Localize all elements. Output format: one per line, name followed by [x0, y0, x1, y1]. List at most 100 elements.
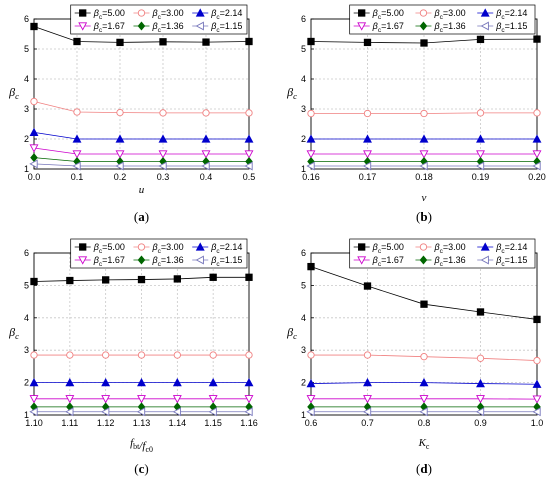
data-point [245, 109, 253, 117]
data-point [29, 407, 38, 417]
legend-marker [419, 9, 428, 17]
data-point [532, 150, 542, 159]
legend: βc=5.00 βc=3.00 βc=2.14 βc=1.67 βc=1.36 βc=1.… [70, 4, 248, 35]
data-point [208, 407, 217, 417]
data-point [65, 407, 74, 417]
legend: βc=5.00 βc=3.00 βc=2.14 βc=1.67 βc=1.36 βc=1.… [349, 238, 536, 269]
legend-marker [480, 242, 490, 251]
series-6 [29, 159, 253, 171]
y-tick-label: 2 [301, 134, 306, 144]
legend-label: βc=1.15 [495, 255, 527, 268]
legend-marker [195, 255, 204, 265]
y-tick-label: 6 [301, 248, 306, 258]
series-line [33, 163, 249, 167]
legend-marker [357, 22, 367, 31]
legend-label: βc=5.00 [93, 8, 125, 21]
legend-label: βc=1.36 [433, 255, 465, 268]
data-point [363, 377, 372, 387]
y-axis-label: βc [286, 325, 297, 341]
x-tick-label: 0.5 [243, 172, 256, 182]
legend-marker [79, 9, 87, 17]
y-tick-label: 2 [301, 378, 306, 388]
series-line [33, 101, 249, 114]
series-1 [30, 273, 253, 286]
legend-marker [137, 255, 146, 265]
data-point [102, 351, 110, 359]
legend-marker [137, 9, 146, 17]
data-point [420, 300, 428, 308]
series-1 [30, 22, 253, 47]
data-point [201, 161, 210, 171]
legend-marker [419, 255, 428, 265]
legend-label: βc=2.14 [210, 242, 242, 255]
data-point [30, 22, 38, 31]
data-point [172, 395, 182, 404]
x-tick-label: 1.15 [204, 418, 222, 428]
data-point [209, 273, 217, 281]
data-point [419, 134, 429, 143]
data-point [209, 351, 217, 359]
data-point [115, 134, 125, 143]
legend-label: βc=1.15 [210, 21, 242, 34]
legend-label: βc=5.00 [372, 242, 404, 255]
data-point [533, 315, 541, 324]
data-point [30, 351, 38, 359]
x-tick-label: 1.10 [25, 418, 43, 428]
legend-box [349, 238, 536, 269]
y-tick-label: 5 [24, 280, 29, 290]
legend-label: βc=2.14 [210, 8, 242, 21]
data-point [244, 150, 254, 159]
data-point [158, 161, 167, 171]
x-tick-label: 1.14 [169, 418, 187, 428]
data-point [66, 276, 74, 285]
data-point [307, 351, 315, 359]
data-point [363, 282, 372, 290]
legend: βc=5.00 βc=3.00 βc=2.14 βc=1.67 βc=1.36 βc=1.… [70, 238, 248, 269]
legend-marker [419, 243, 428, 251]
plot-area [34, 19, 249, 169]
data-point [72, 150, 82, 159]
data-point [420, 353, 428, 361]
data-point [363, 395, 372, 404]
data-point [306, 378, 316, 388]
legend-label: βc=1.67 [372, 21, 404, 34]
data-point [419, 150, 429, 159]
x-tick-label: 0.3 [157, 172, 170, 182]
data-point [158, 134, 168, 143]
data-point [476, 308, 485, 316]
data-point [244, 134, 254, 143]
data-point [30, 97, 38, 106]
data-point [307, 262, 315, 271]
y-tick-label: 4 [24, 74, 29, 84]
data-point [532, 161, 541, 171]
data-point [137, 275, 146, 284]
legend-label: βc=3.00 [151, 242, 183, 255]
y-tick-label: 4 [301, 74, 306, 84]
data-point [73, 37, 81, 46]
legend-label: βc=3.00 [151, 8, 183, 21]
legend-marker [137, 243, 146, 251]
data-point [159, 38, 167, 46]
data-point [244, 161, 253, 171]
legend-label: βc=1.36 [151, 255, 183, 268]
data-point [101, 395, 111, 404]
data-point [307, 109, 315, 118]
data-point [137, 377, 146, 387]
data-point [101, 377, 111, 387]
data-point [173, 351, 181, 359]
legend-marker [195, 242, 205, 251]
legend-marker [358, 9, 366, 17]
legend-label: βc=5.00 [93, 242, 125, 255]
data-point [102, 276, 110, 284]
data-point [208, 377, 218, 387]
y-tick-label: 6 [301, 14, 306, 24]
legend-marker [195, 21, 204, 31]
series-4 [306, 395, 542, 404]
data-point [202, 38, 210, 46]
x-tick-label: 1.16 [240, 418, 258, 428]
y-tick-label: 6 [24, 14, 29, 24]
data-point [306, 161, 315, 171]
data-point [137, 351, 146, 359]
data-point [475, 407, 485, 417]
